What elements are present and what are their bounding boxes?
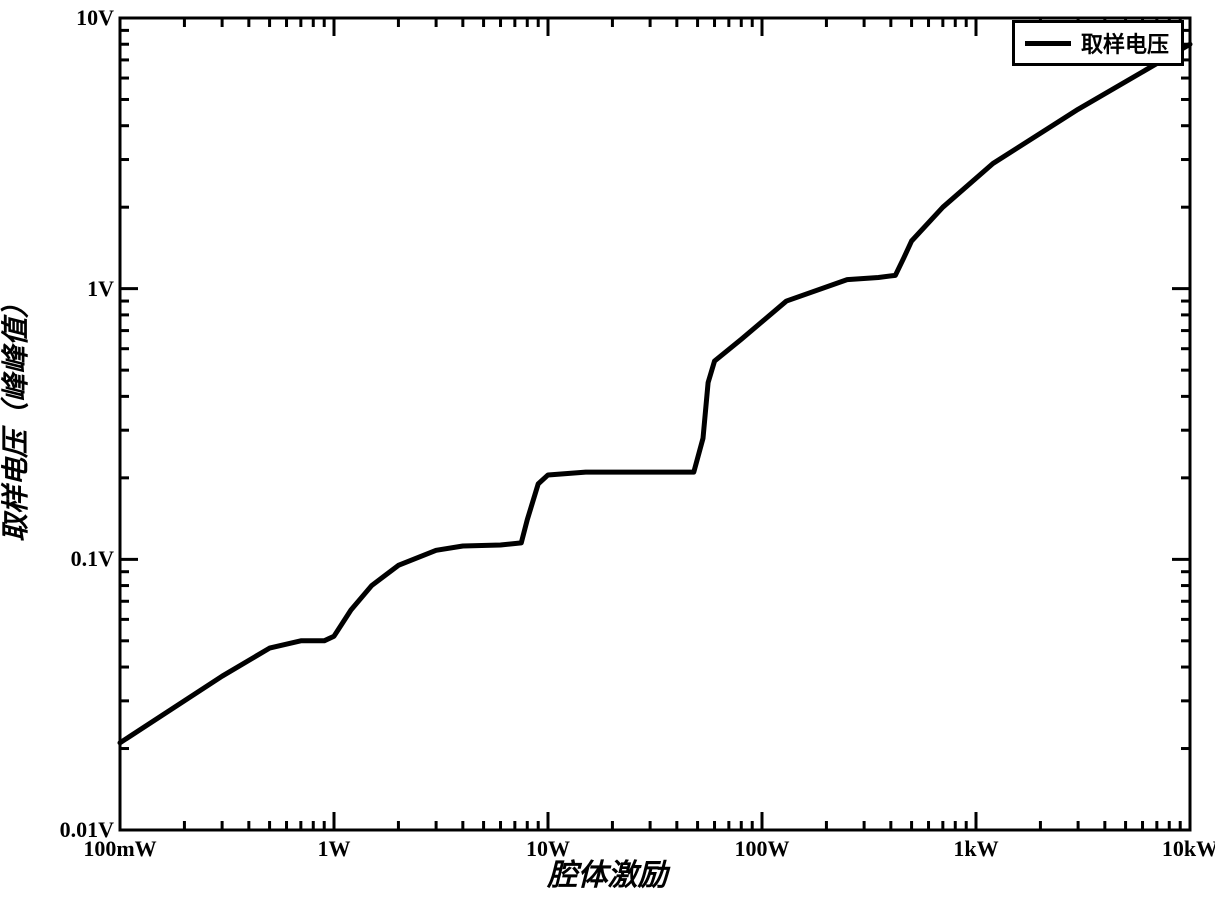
- series-line: [120, 44, 1190, 743]
- y-axis-label: 取样电压（峰峰值）: [0, 290, 34, 542]
- y-tick-label: 0.01V: [60, 817, 114, 843]
- y-tick-label: 0.1V: [71, 546, 114, 572]
- chart-svg: [0, 0, 1215, 904]
- chart-container: 取样电压（峰峰值） 腔体激励 取样电压 100mW1W10W100W1kW10k…: [0, 0, 1215, 904]
- x-axis-label: 腔体激励: [0, 850, 1215, 894]
- x-tick-label: 10W: [526, 836, 570, 862]
- y-tick-label: 10V: [76, 5, 114, 31]
- legend: 取样电压: [1012, 20, 1184, 66]
- x-tick-label: 100W: [735, 836, 790, 862]
- x-tick-label: 1kW: [953, 836, 998, 862]
- legend-label: 取样电压: [1081, 27, 1169, 59]
- legend-line-swatch: [1025, 41, 1071, 46]
- x-tick-label: 1W: [318, 836, 351, 862]
- y-tick-label: 1V: [87, 276, 114, 302]
- x-tick-label: 10kW: [1162, 836, 1215, 862]
